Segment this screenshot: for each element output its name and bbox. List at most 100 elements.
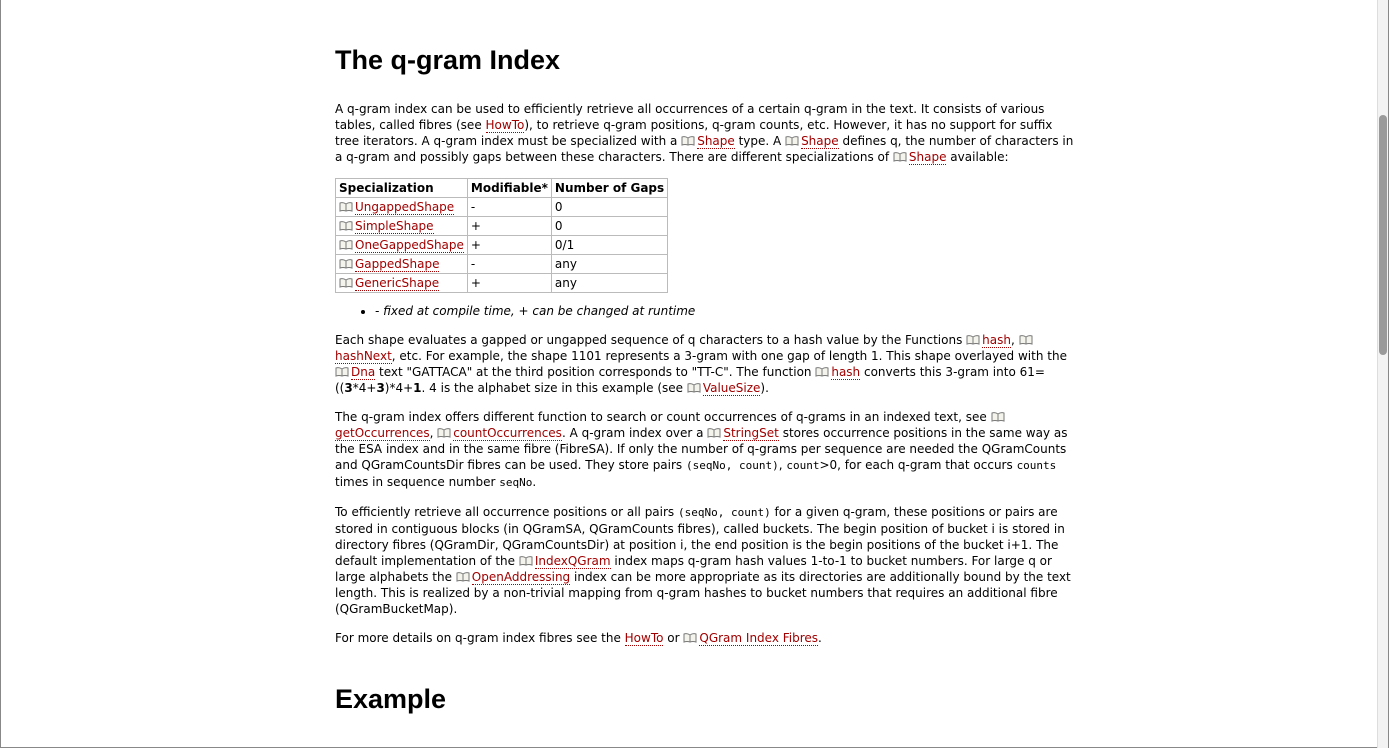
row: UngappedShape -0 [335,197,669,217]
cell: + [466,216,552,236]
link[interactable]: countOccurrences [453,426,562,441]
table: Specialization Modifiable* Number of Gaps U… [335,178,669,293]
cell: - [466,254,552,274]
cell: 0 [550,216,669,236]
bold: 3 [376,381,385,395]
header-cell: Number of Gaps [550,178,669,198]
text: ), to retrieve q-gram positions, q-gram … [335,118,1053,148]
link[interactable]: hashNext [335,349,392,364]
text: ). [760,381,769,395]
link[interactable]: HowTo [485,118,525,133]
cell: UngappedShape [335,197,468,217]
book-icon [339,278,353,288]
cell: GappedShape [335,254,468,274]
cell: 0/1 [550,235,669,255]
link[interactable]: Dna [351,365,376,380]
text: , [429,426,438,440]
text: The q-gram index offers different functi… [335,410,991,424]
text: For more details on q-gram index fibres … [335,631,625,645]
cell: any [550,254,669,274]
text: *4+ [352,381,377,395]
link[interactable]: QGram Index Fibres [699,631,819,646]
cell: + [466,235,552,255]
text: type. A [734,134,786,148]
text: or [663,631,684,645]
cell: + [466,273,552,293]
code: count [786,459,820,472]
cell: OneGappedShape [335,235,468,255]
book-icon [683,633,697,643]
text: text "GATTACA" at the third position cor… [375,365,816,379]
book-icon [456,572,470,582]
cell: SimpleShape [335,216,468,236]
link[interactable]: Shape [908,150,947,165]
book-icon [437,428,451,438]
text: . [532,475,537,489]
book-icon [339,221,353,231]
cell: GenericShape [335,273,468,293]
book-icon [339,240,353,250]
book-icon [707,428,721,438]
text: , etc. For example, the shape 1101 repre… [391,349,1067,363]
bold: 1 [413,381,422,395]
link[interactable]: IndexQGram [534,554,611,569]
text: , [778,458,787,472]
header-cell: Modifiable* [466,178,552,198]
text: . A q-gram index over a [561,426,708,440]
code: counts [1016,459,1057,472]
text: for a given q-gram, these positions or p… [335,505,1065,568]
text: available: [946,150,1009,164]
link[interactable]: Shape [697,134,735,149]
text: )*4+ [384,381,414,395]
scrollbar[interactable] [1377,0,1388,748]
text: . 4 is the alphabet size in this example… [421,381,687,395]
code: (seqNo, count) [686,459,779,472]
scroll-thumb[interactable] [1379,115,1387,355]
text: A q-gram index can be used to efficientl… [335,102,1045,132]
link[interactable]: SimpleShape [355,219,434,234]
paragraphs: Each shape evaluates a gapped or ungappe… [335,332,1075,646]
link[interactable]: ValueSize [702,381,761,396]
link[interactable]: Shape [801,134,839,149]
text: times in sequence number [335,475,500,489]
text: >0, for each q-gram that occurs [819,458,1017,472]
text: converts this 3-gram into 61=(( [335,365,1045,395]
book-icon [681,136,695,146]
link[interactable]: hash [831,365,861,380]
link[interactable]: hash [982,333,1011,348]
row: GappedShape - any [335,254,669,274]
text: defines q, the number of characters in a… [335,134,1074,164]
book-icon [339,202,353,212]
book-icon [339,259,353,269]
text: To efficiently retrieve all occurrence p… [335,505,678,519]
cell: 0 [550,197,669,217]
link[interactable]: OneGappedShape [355,238,464,253]
book-icon [785,136,799,146]
link[interactable]: GappedShape [355,257,440,272]
text: index maps q-gram hash values 1-to-1 to … [335,554,1052,584]
book-icon [1019,335,1033,345]
paragraph: To efficiently retrieve all occurrence p… [335,504,1075,617]
paragraph: A q-gram index can be used to efficientl… [335,101,1075,165]
book-icon [966,335,980,345]
paragraph: The q-gram index offers different functi… [335,409,1075,491]
list: - fixed at compile time, + can be change… [335,303,1075,319]
link[interactable]: getOccurrences [335,426,430,441]
link[interactable]: GenericShape [355,276,440,291]
row: OneGappedShape +0/1 [335,235,669,255]
link[interactable]: OpenAddressing [471,570,571,585]
link[interactable]: UngappedShape [355,200,455,215]
row: GenericShape + any [335,273,669,293]
link[interactable]: HowTo [624,631,664,646]
header-row: Specialization Modifiable* Number of Gaps [335,178,669,198]
paragraph: Each shape evaluates a gapped or ungappe… [335,332,1075,396]
book-icon [893,152,907,162]
link[interactable]: StringSet [723,426,779,441]
text: . [818,631,822,645]
heading: Example [335,684,447,714]
text: index can be more appropriate as its dir… [335,570,1071,616]
book-icon [687,383,701,393]
code: seqNo [499,476,533,489]
